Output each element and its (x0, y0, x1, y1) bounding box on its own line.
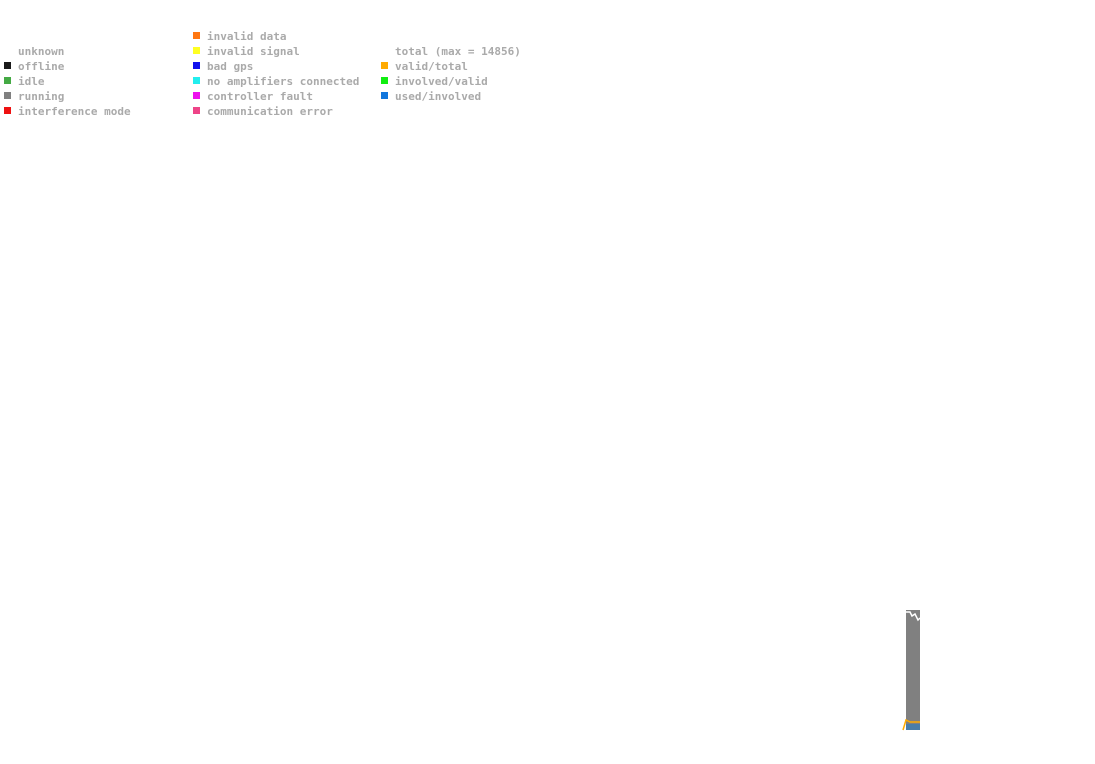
legend-label: invalid data (207, 30, 286, 43)
legend-label: valid/total (395, 60, 468, 73)
legend-swatch (193, 32, 200, 39)
legend-swatch (193, 47, 200, 54)
used-strip (906, 724, 920, 730)
legend-label: used/involved (395, 90, 481, 103)
valid-line (902, 718, 920, 731)
legend-label: bad gps (207, 60, 253, 73)
legend-swatch (4, 77, 11, 84)
running-bar (906, 610, 920, 730)
legend-label: unknown (18, 45, 64, 58)
legend-label: total (max = 14856) (395, 45, 521, 58)
legend-label: involved/valid (395, 75, 488, 88)
legend-swatch (381, 62, 388, 69)
legend-label: no amplifiers connected (207, 75, 359, 88)
legend-swatch (193, 62, 200, 69)
legend-swatch (4, 107, 11, 114)
legend-swatch (4, 62, 11, 69)
legend-label: running (18, 90, 64, 103)
legend-swatch (381, 77, 388, 84)
legend-label: communication error (207, 105, 333, 118)
legend-label: idle (18, 75, 45, 88)
legend-swatch (193, 77, 200, 84)
bar-notch (906, 611, 921, 622)
legend-label: interference mode (18, 105, 131, 118)
legend-label: invalid signal (207, 45, 300, 58)
activity-bar (902, 610, 921, 731)
legend-label: offline (18, 60, 65, 73)
legend-label: controller fault (207, 90, 313, 103)
legend-swatch (193, 107, 200, 114)
legend-swatch (381, 92, 388, 99)
legend-swatch (4, 92, 11, 99)
legend-swatch (193, 92, 200, 99)
